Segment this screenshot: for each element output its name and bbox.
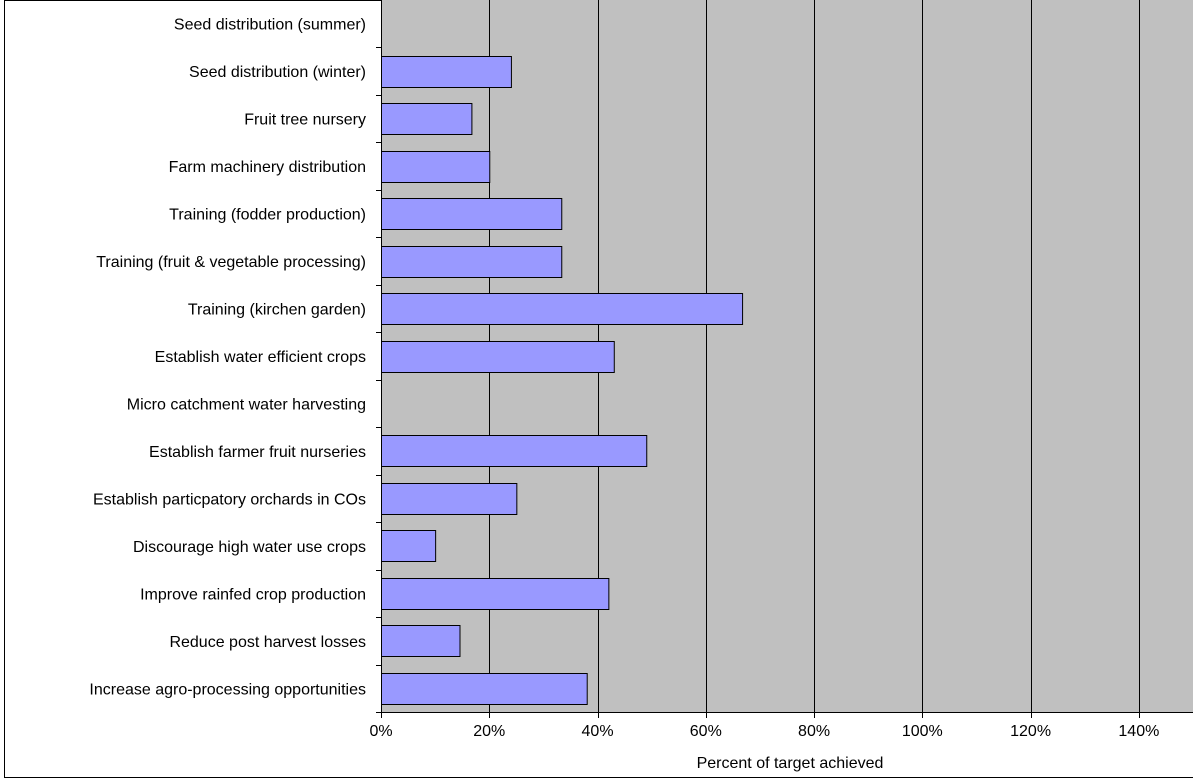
category-label: Seed distribution (summer) <box>174 17 366 34</box>
category-label: Establish particpatory orchards in COs <box>93 491 366 508</box>
x-tick-label: 0% <box>369 723 392 740</box>
category-labels: Seed distribution (summer) Seed distribut… <box>89 17 366 699</box>
bar <box>381 151 491 183</box>
bar <box>381 673 588 705</box>
bar <box>381 530 437 562</box>
x-tick-label: 40% <box>582 723 614 740</box>
category-label: Farm machinery distribution <box>169 159 366 176</box>
bar <box>381 435 648 467</box>
bar <box>381 198 563 230</box>
x-tick-label: 80% <box>798 723 830 740</box>
category-label: Seed distribution (winter) <box>189 64 366 81</box>
bar <box>381 483 518 515</box>
x-tick-labels: 0% 20% 40% 60% 80% 100% 120% 140% <box>369 723 1159 740</box>
category-label: Training (fruit & vegetable processing) <box>96 254 366 271</box>
bar <box>381 578 610 610</box>
bar <box>381 103 473 135</box>
category-label: Reduce post harvest losses <box>169 634 366 651</box>
bar <box>381 625 461 657</box>
category-label: Training (fodder production) <box>169 207 366 224</box>
x-axis-title: Percent of target achieved <box>697 755 884 772</box>
category-label: Improve rainfed crop production <box>140 586 366 603</box>
bars <box>381 56 744 705</box>
category-label: Establish farmer fruit nurseries <box>149 444 366 461</box>
bar <box>381 246 563 278</box>
x-tick-label: 120% <box>1010 723 1051 740</box>
bar <box>381 56 512 88</box>
category-label: Micro catchment water harvesting <box>127 396 366 413</box>
category-label: Discourage high water use crops <box>133 539 366 556</box>
axes <box>376 0 1193 718</box>
bar <box>381 293 744 325</box>
category-label: Increase agro-processing opportunities <box>89 681 366 698</box>
category-label: Establish water efficient crops <box>155 349 366 366</box>
category-label: Fruit tree nursery <box>244 112 366 129</box>
x-tick-label: 20% <box>473 723 505 740</box>
x-tick-label: 60% <box>690 723 722 740</box>
bar <box>381 341 615 373</box>
x-tick-label: 140% <box>1118 723 1159 740</box>
category-label: Training (kirchen garden) <box>188 302 366 319</box>
x-tick-label: 100% <box>902 723 943 740</box>
